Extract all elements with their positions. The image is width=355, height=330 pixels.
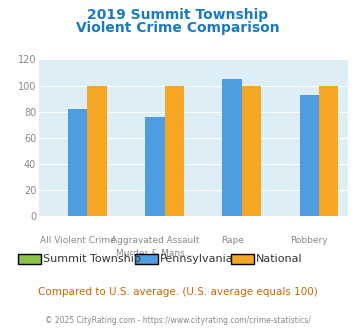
Bar	[68, 109, 87, 216]
Bar	[319, 85, 338, 216]
Text: National: National	[256, 254, 302, 264]
Bar	[87, 85, 106, 216]
Text: Violent Crime Comparison: Violent Crime Comparison	[76, 21, 279, 35]
Bar	[300, 95, 319, 216]
Bar	[145, 117, 164, 216]
Bar	[164, 85, 184, 216]
Text: All Violent Crime: All Violent Crime	[40, 236, 115, 245]
Bar	[223, 79, 242, 216]
Bar	[242, 85, 261, 216]
Text: Robbery: Robbery	[290, 236, 328, 245]
Text: Pennsylvania: Pennsylvania	[160, 254, 233, 264]
Text: Aggravated Assault: Aggravated Assault	[111, 236, 199, 245]
Text: © 2025 CityRating.com - https://www.cityrating.com/crime-statistics/: © 2025 CityRating.com - https://www.city…	[45, 315, 310, 325]
Text: Summit Township: Summit Township	[43, 254, 141, 264]
Text: Rape: Rape	[221, 236, 244, 245]
Text: Compared to U.S. average. (U.S. average equals 100): Compared to U.S. average. (U.S. average …	[38, 287, 317, 297]
Text: 2019 Summit Township: 2019 Summit Township	[87, 8, 268, 22]
Text: Murder & Mans...: Murder & Mans...	[116, 249, 193, 258]
